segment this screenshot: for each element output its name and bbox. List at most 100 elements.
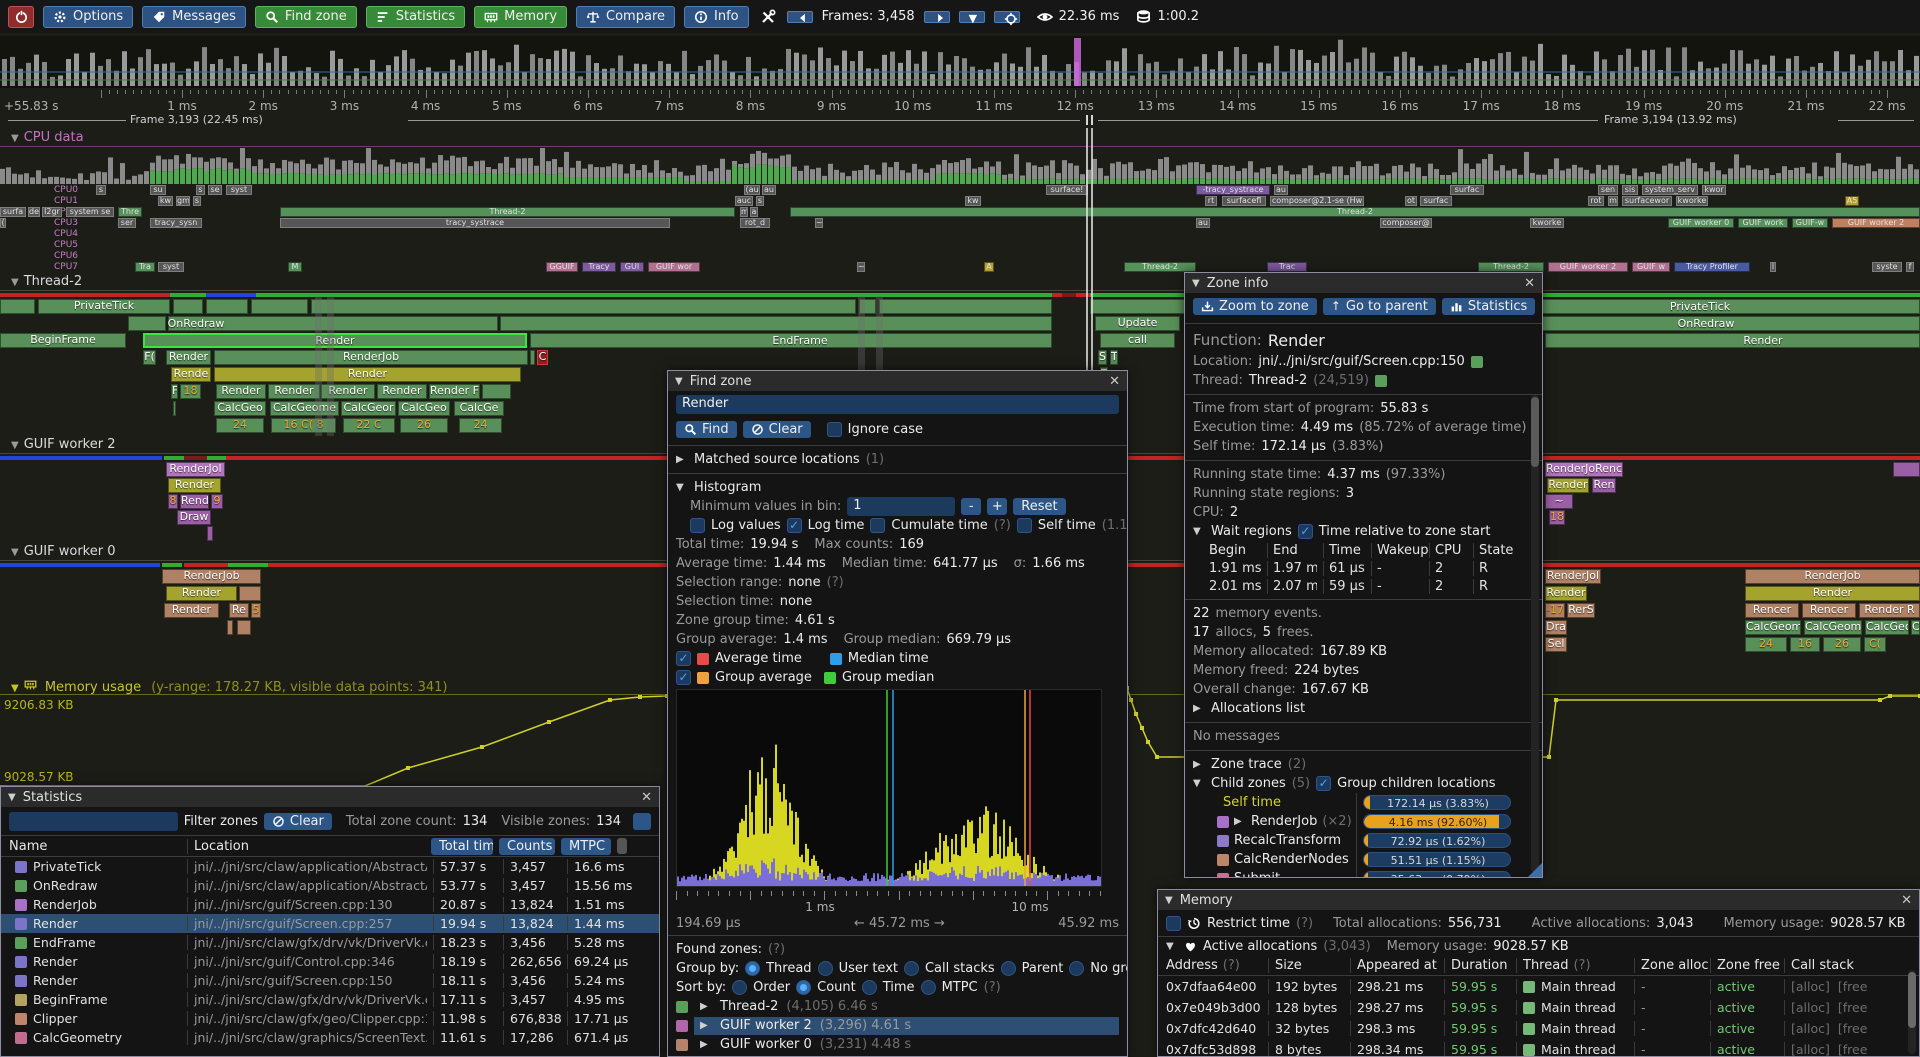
allocations-list-row[interactable]: ▶ Allocations list	[1185, 699, 1542, 718]
ignore-case-checkbox[interactable]	[826, 421, 842, 437]
col-counts-button[interactable]: Counts	[499, 837, 555, 855]
source-color-swatch[interactable]	[1470, 355, 1483, 368]
zone-render[interactable]: Render	[1547, 478, 1589, 493]
zone-18[interactable]: 18	[1549, 510, 1565, 525]
col-location[interactable]: Location	[187, 838, 425, 854]
zone-f-[interactable]: F(	[143, 350, 156, 365]
zone-zone[interactable]	[500, 316, 1052, 331]
child-zone-row[interactable]: CalcRenderNodes 51.51 µs (1.15%)	[1185, 850, 1542, 869]
cpu-zone-chip[interactable]: s	[96, 185, 106, 195]
zone-8[interactable]: 8	[168, 494, 178, 509]
cpu-zone-chip[interactable]: Thread-2	[280, 207, 735, 217]
zone-9[interactable]: 9	[211, 494, 223, 509]
zone-t[interactable]: T	[1110, 350, 1118, 365]
table-row[interactable]: Render jni/../jni/src/guif/Screen.cpp:150…	[1, 971, 659, 990]
cpu-zone-chip[interactable]: surfa	[0, 207, 26, 217]
memory-button[interactable]: Memory	[474, 5, 568, 28]
col-cpu[interactable]: CPU	[1429, 542, 1467, 558]
col-thread[interactable]: Thread (?)	[1516, 958, 1628, 973]
sortby-radio-mtpc[interactable]	[920, 980, 936, 995]
zone-renderjob[interactable]: RenderJob	[214, 350, 528, 365]
table-row[interactable]: Render jni/../jni/src/guif/Control.cpp:34…	[1, 952, 659, 971]
zone-renderjob[interactable]: RenderJob	[162, 569, 261, 584]
zone-c[interactable]: C	[537, 350, 548, 365]
zone-zone[interactable]	[311, 299, 856, 314]
zone-zone[interactable]	[530, 350, 535, 365]
zone-22-c[interactable]: 22 C	[343, 418, 395, 433]
cpu-zone-chip[interactable]: auc	[735, 196, 753, 206]
cpu-zone-chip[interactable]: Thread-2	[1124, 262, 1196, 272]
cpu-zone-chip[interactable]: M	[288, 262, 302, 272]
zone-renderjol[interactable]: RenderJol	[166, 462, 225, 477]
zone-24[interactable]: 24	[216, 418, 264, 433]
expand-icon[interactable]: ▶	[1234, 816, 1242, 827]
table-row[interactable]: BeginFrame jni/../jni/src/claw/gfx/drv/vk…	[1, 990, 659, 1009]
collapse-icon[interactable]: ▼	[1165, 894, 1173, 906]
cpu-zone-chip[interactable]: composer@2.1-se (Hw	[1270, 196, 1364, 206]
alloc-link[interactable]: [alloc]	[1791, 1042, 1830, 1057]
cpu-zone-chip[interactable]: f	[1906, 262, 1914, 272]
zone-beginframe[interactable]: BeginFrame	[0, 333, 126, 348]
table-row[interactable]: OnRedraw jni/../jni/src/claw/application/…	[1, 876, 659, 895]
zone-render[interactable]: Render	[166, 586, 237, 601]
statistics-titlebar[interactable]: ▼ Statistics ✕	[1, 787, 659, 807]
group-row[interactable]: ▶ GUIF worker 0 (3,231) 4.48 s	[694, 1036, 1119, 1054]
wait-regions-label[interactable]: Wait regions	[1211, 524, 1292, 539]
sortby-radio-count[interactable]	[796, 980, 812, 995]
cumulate-time-checkbox[interactable]	[870, 518, 886, 533]
frame-dropdown-button[interactable]: ▼	[958, 10, 985, 25]
zone-render[interactable]: Render	[143, 333, 527, 348]
cpu-zone-chip[interactable]: Trac	[1267, 262, 1307, 272]
collapse-icon[interactable]: ▼	[1192, 277, 1200, 289]
filter-input[interactable]	[9, 811, 178, 831]
zone-zone[interactable]	[173, 401, 176, 416]
zone-zone[interactable]	[173, 299, 203, 314]
cpu-zone-chip[interactable]: kw	[158, 196, 173, 206]
show-avg-checkbox[interactable]: ✓	[676, 651, 691, 666]
zone-calcgeome[interactable]: CalcGeome	[1745, 620, 1801, 635]
col-zone-free[interactable]: Zone free	[1710, 958, 1780, 973]
zone-rencer[interactable]: Rencer	[1745, 603, 1799, 618]
close-icon[interactable]: ✕	[1524, 275, 1535, 291]
cpu-zone-chip[interactable]: (	[0, 218, 6, 228]
cpu-zone-chip[interactable]: de	[28, 207, 40, 217]
expand-icon[interactable]: ▶	[700, 1039, 708, 1050]
frame-overview-graph[interactable]	[0, 36, 1920, 88]
zone-zone[interactable]	[0, 299, 35, 314]
col-call-stack[interactable]: Call stack	[1784, 958, 1904, 973]
zone-calcgeo[interactable]: CalcGeo	[214, 401, 266, 416]
collapse-icon[interactable]: ▼	[1193, 526, 1201, 537]
zone-zone[interactable]	[879, 299, 1052, 314]
zone-call[interactable]: call	[1100, 333, 1175, 348]
thread-color-swatch[interactable]	[1374, 374, 1387, 387]
cpu-zone-chip[interactable]: surface!	[1046, 185, 1088, 195]
free-link[interactable]: [free	[1837, 1000, 1868, 1015]
cpu-zone-chip[interactable]: GUIF work	[1738, 218, 1788, 228]
time-ruler[interactable]: +55.83 s 1 ms 2 ms 3 ms 4 ms 5 ms 6 ms 7 ms 8 m…	[0, 90, 1920, 113]
col-size[interactable]: Size	[1268, 958, 1344, 973]
close-icon[interactable]: ✕	[1901, 892, 1912, 908]
self-time-checkbox[interactable]	[1016, 518, 1032, 533]
thread-header-guif-worker-2[interactable]: ▼ GUIF worker 2	[11, 437, 116, 452]
bin-plus-button[interactable]: +	[987, 498, 1008, 515]
cpu-zone-chip[interactable]: system_serv	[1642, 185, 1698, 195]
col-time[interactable]: Time	[1323, 542, 1365, 558]
zone-16[interactable]: 16	[1790, 637, 1820, 652]
cpu-zone-chip[interactable]: GUIF worker 2	[1832, 218, 1920, 228]
groupby-radio-call-stacks[interactable]	[903, 961, 919, 976]
cpu-zone-chip[interactable]: -tracy_systrace	[1196, 185, 1270, 195]
child-zone-row[interactable]: RecalcTransform 72.92 µs (1.62%)	[1185, 831, 1542, 850]
col-mtpc-button[interactable]: MTPC	[561, 837, 611, 855]
zone-calcge[interactable]: CalcGe	[454, 401, 504, 416]
stats-scrollbar[interactable]	[617, 838, 627, 854]
zone-render[interactable]: Render	[168, 478, 221, 493]
zone-24[interactable]: 24	[459, 418, 502, 433]
group-children-checkbox[interactable]: ✓	[1316, 776, 1332, 791]
thread-header-guif-worker-0[interactable]: ▼ GUIF worker 0	[11, 544, 116, 559]
col-begin[interactable]: Begin	[1209, 542, 1247, 558]
cpu-zone-chip[interactable]: ser	[118, 218, 136, 228]
cpu-usage-graph[interactable]	[0, 144, 1920, 185]
prev-frame-button[interactable]	[786, 10, 813, 23]
collapse-icon[interactable]: ▼	[675, 375, 683, 387]
cpu-zone-chip[interactable]: (au	[744, 185, 760, 195]
